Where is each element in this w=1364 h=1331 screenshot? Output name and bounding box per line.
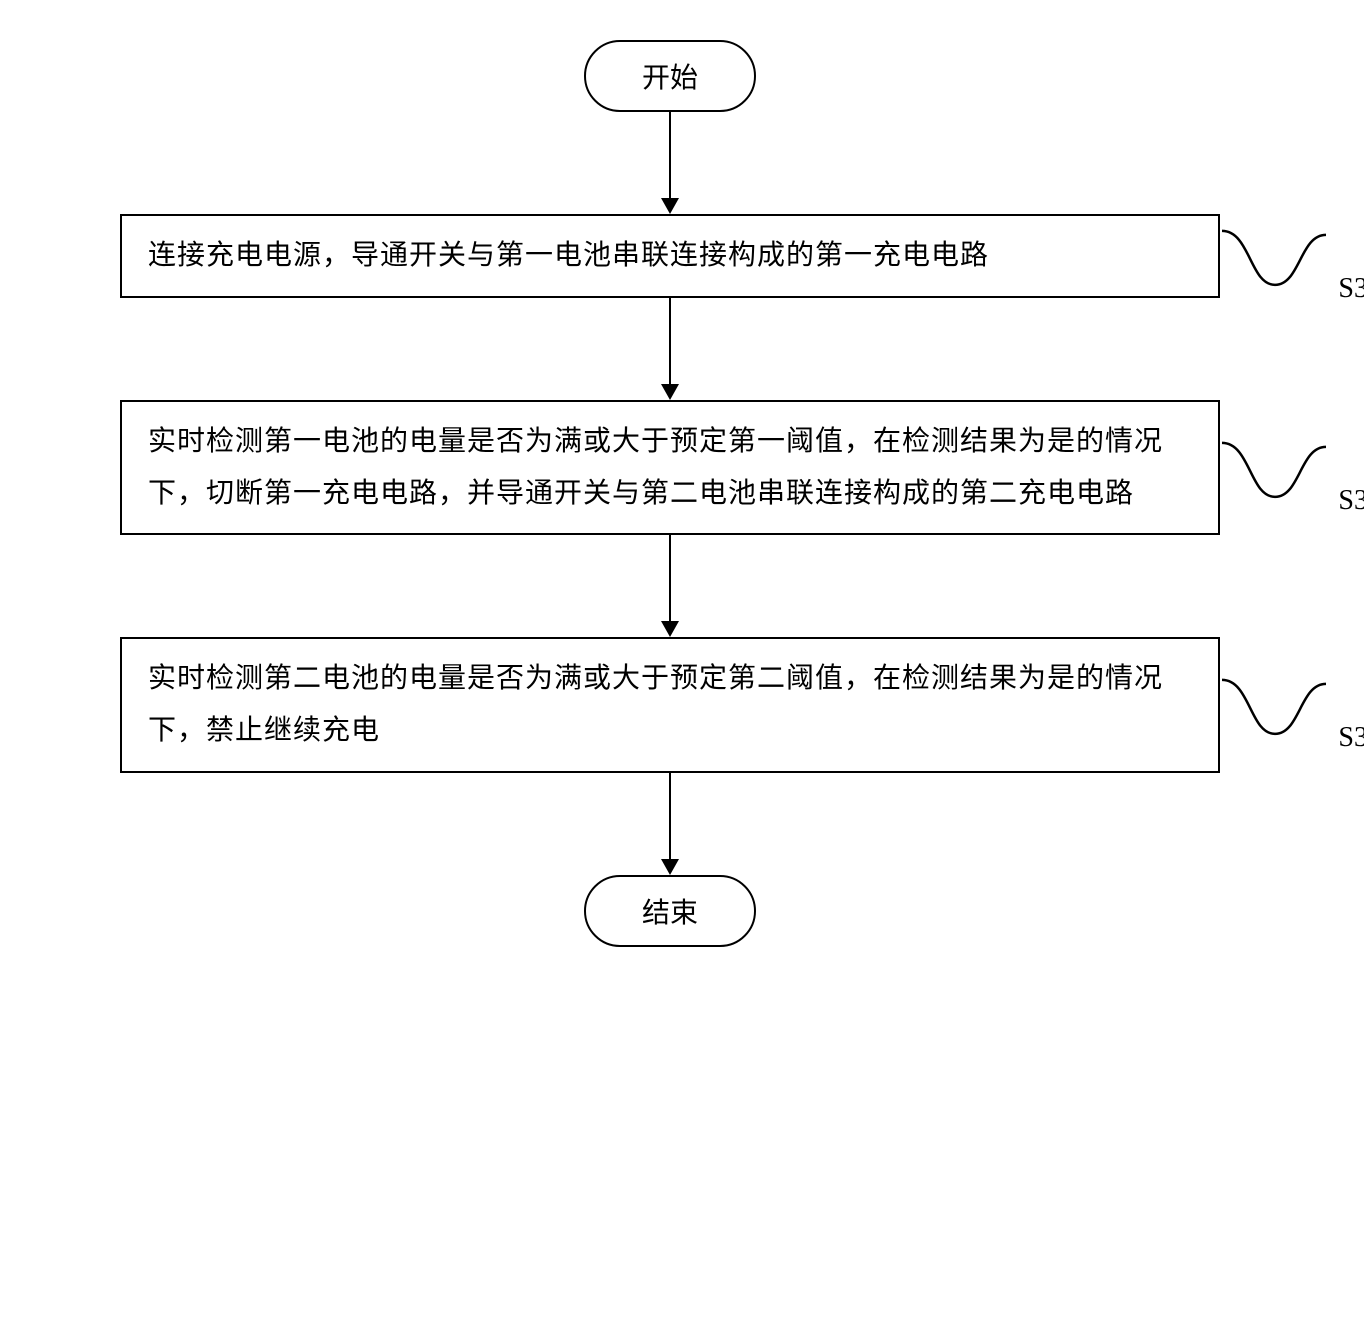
- end-terminal: 结束: [584, 875, 756, 947]
- arrow-down: [661, 535, 679, 637]
- process-step: 连接充电电源，导通开关与第一电池串联连接构成的第一充电电路: [120, 214, 1220, 298]
- step-annotation: S306: [1220, 670, 1364, 748]
- start-terminal: 开始: [584, 40, 756, 112]
- step-id-label: S304: [1338, 484, 1364, 516]
- flowchart-container: 开始连接充电电源，导通开关与第一电池串联连接构成的第一充电电路S302 实时检测第…: [120, 40, 1220, 947]
- arrow-down: [661, 112, 679, 214]
- step-id-label: S306: [1338, 722, 1364, 754]
- arrow-down: [661, 773, 679, 875]
- process-wrap: 实时检测第二电池的电量是否为满或大于预定第二阈值，在检测结果为是的情况下，禁止继…: [120, 637, 1220, 773]
- step-annotation: S304: [1220, 432, 1364, 510]
- step-annotation: S302: [1220, 221, 1364, 299]
- arrow-down: [661, 298, 679, 400]
- process-wrap: 连接充电电源，导通开关与第一电池串联连接构成的第一充电电路S302: [120, 214, 1220, 298]
- process-step: 实时检测第二电池的电量是否为满或大于预定第二阈值，在检测结果为是的情况下，禁止继…: [120, 637, 1220, 773]
- step-id-label: S302: [1338, 273, 1364, 305]
- process-step: 实时检测第一电池的电量是否为满或大于预定第一阈值，在检测结果为是的情况下，切断第…: [120, 400, 1220, 536]
- process-wrap: 实时检测第一电池的电量是否为满或大于预定第一阈值，在检测结果为是的情况下，切断第…: [120, 400, 1220, 536]
